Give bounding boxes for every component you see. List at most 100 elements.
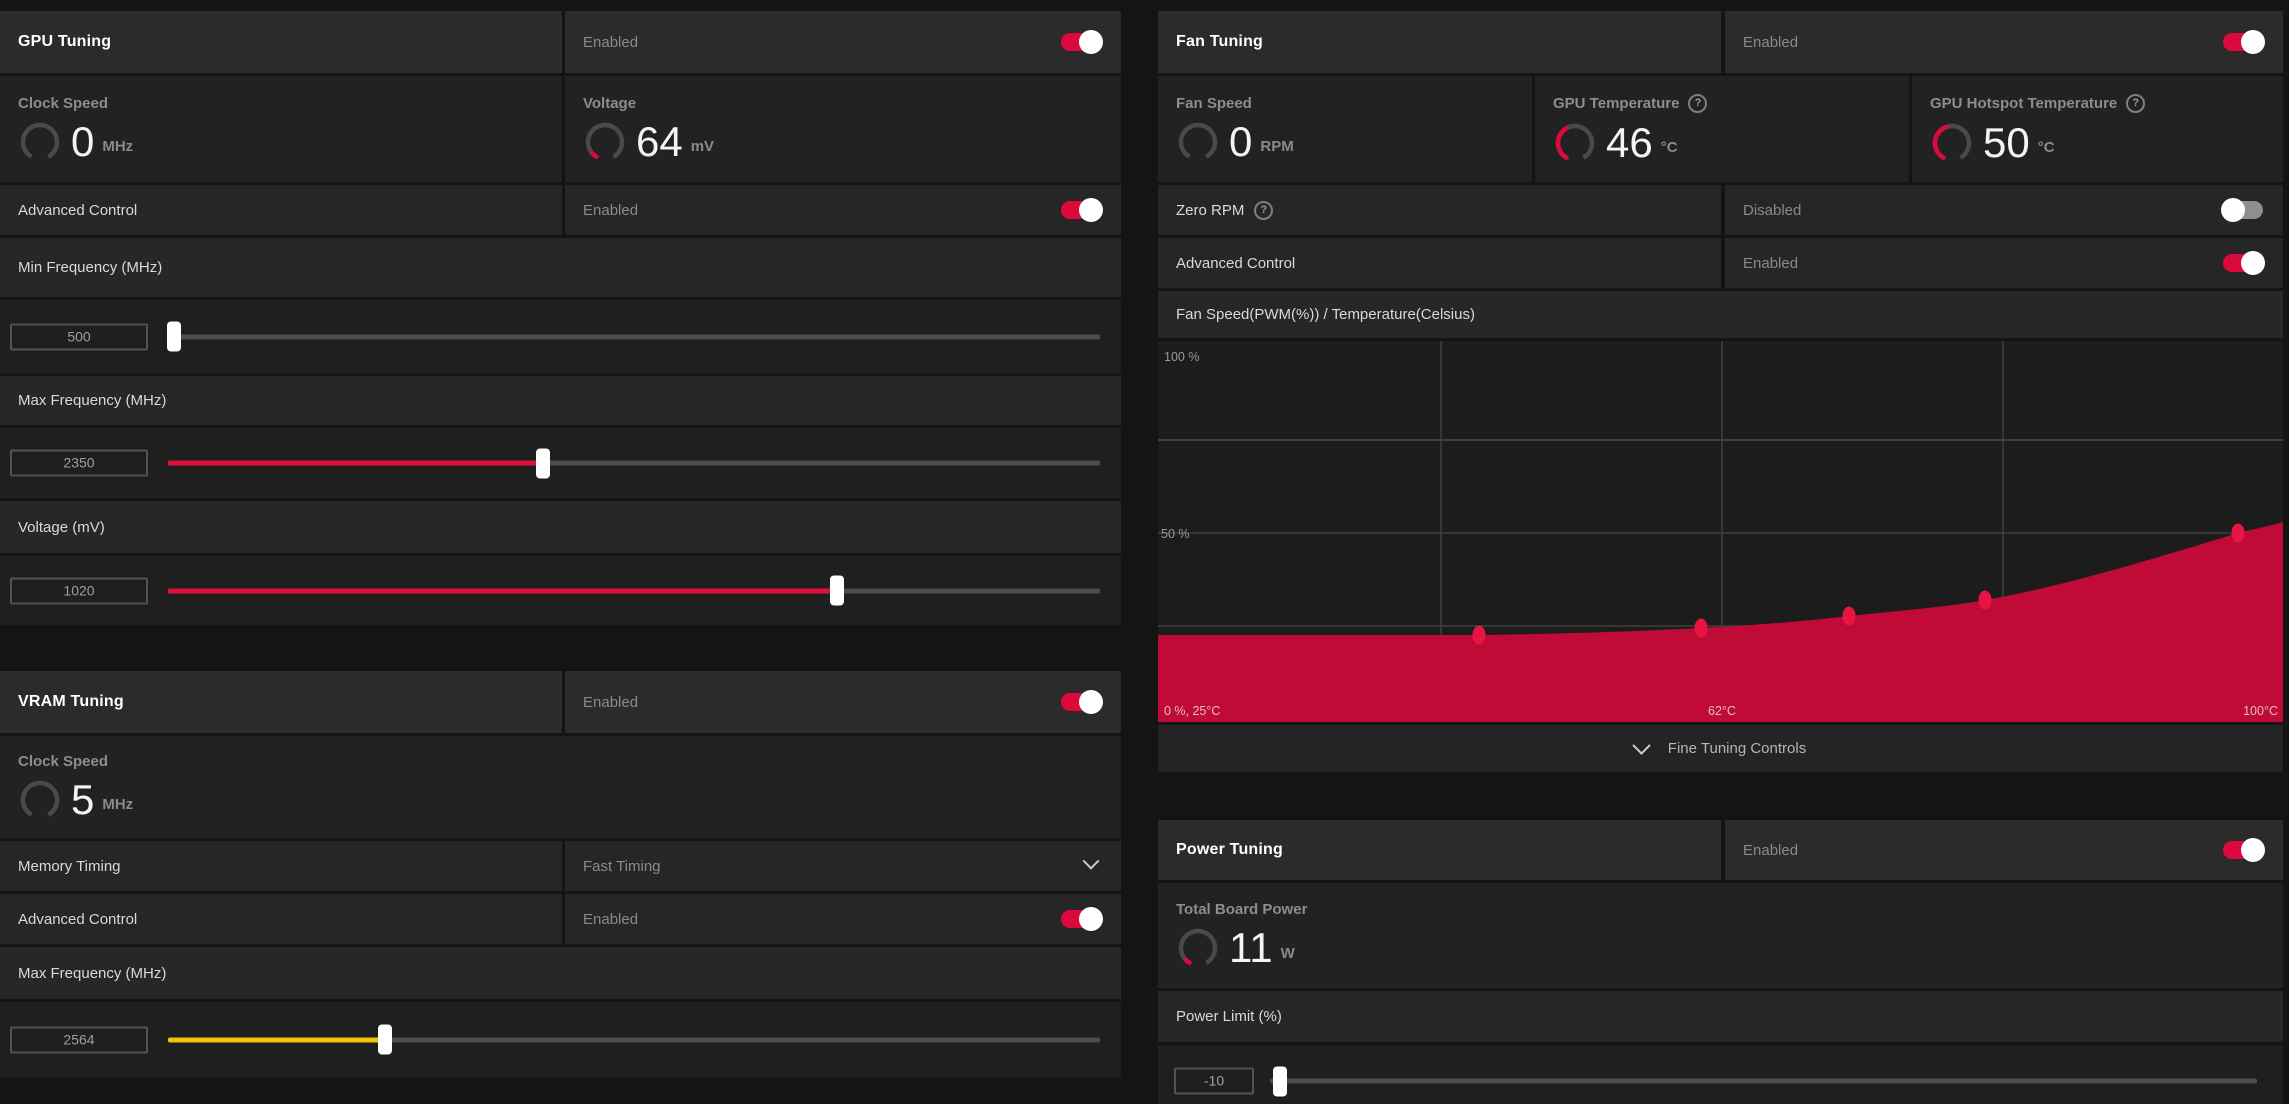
voltage-slider-row: 1020 bbox=[0, 556, 1121, 625]
max-frequency-slider-cell: 2350 bbox=[0, 428, 1121, 498]
hotspot-temperature-unit: °C bbox=[2037, 139, 2055, 156]
fan-advanced-control-label-cell: Advanced Control bbox=[1158, 238, 1721, 288]
gauge-ring-icon bbox=[1555, 123, 1595, 162]
fan-curve-point-handle[interactable] bbox=[1472, 625, 1486, 645]
gpu-clock-label: Clock Speed bbox=[18, 94, 109, 112]
gpu-tuning-status-cell: Enabled bbox=[565, 11, 1121, 73]
memory-timing-dropdown[interactable]: Fast Timing bbox=[565, 841, 1121, 891]
fan-speed-unit: RPM bbox=[1260, 138, 1294, 155]
vram-clock-unit: MHz bbox=[102, 796, 134, 813]
help-icon[interactable]: ? bbox=[1688, 93, 1708, 113]
total-board-power-gauge: 11 W bbox=[1176, 926, 1295, 970]
vram-max-frequency-slider-thumb[interactable] bbox=[378, 1024, 393, 1055]
help-icon[interactable]: ? bbox=[2126, 93, 2146, 113]
gpu-temperature-label: GPU Temperature ? bbox=[1553, 93, 1708, 113]
fan-power-tuning-panel: Fan Tuning Enabled Fan Speed 0 RPM bbox=[1158, 0, 2283, 1104]
voltage-slider[interactable] bbox=[168, 575, 1100, 606]
max-frequency-slider[interactable] bbox=[168, 448, 1100, 478]
gpu-temperature-label-text: GPU Temperature bbox=[1553, 94, 1680, 112]
x-axis-tick-100c: 100°C bbox=[2243, 704, 2278, 718]
vram-tuning-toggle[interactable] bbox=[1061, 690, 1103, 714]
min-frequency-input[interactable]: 500 bbox=[10, 323, 148, 350]
power-limit-input[interactable]: -10 bbox=[1174, 1067, 1254, 1095]
power-tuning-header-row: Power Tuning Enabled bbox=[1158, 820, 2283, 880]
gpu-clock-unit: MHz bbox=[102, 138, 134, 155]
min-frequency-label-row: Min Frequency (MHz) bbox=[0, 238, 1121, 297]
fan-curve-point-handle[interactable] bbox=[1842, 606, 1856, 626]
vram-max-frequency-label-row: Max Frequency (MHz) bbox=[0, 947, 1121, 999]
power-limit-slider-thumb[interactable] bbox=[1272, 1066, 1287, 1096]
x-axis-tick-origin: 0 %, 25°C bbox=[1164, 704, 1220, 718]
vram-tuning-header-row: VRAM Tuning Enabled bbox=[0, 671, 1121, 733]
total-board-power-label: Total Board Power bbox=[1176, 901, 1308, 918]
y-axis-tick-100: 100 % bbox=[1164, 350, 1199, 364]
fan-curve-area bbox=[1158, 522, 2283, 722]
gpu-advanced-control-toggle[interactable] bbox=[1061, 198, 1103, 222]
vram-max-frequency-slider[interactable] bbox=[168, 1024, 1100, 1055]
vram-advanced-control-status-cell: Enabled bbox=[565, 894, 1121, 944]
gpu-tuning-status: Enabled bbox=[583, 33, 639, 51]
fan-curve-point-handle[interactable] bbox=[1978, 590, 1992, 610]
power-limit-slider-cell: -10 bbox=[1158, 1045, 2283, 1104]
zero-rpm-toggle[interactable] bbox=[2221, 198, 2263, 222]
max-frequency-input[interactable]: 2350 bbox=[10, 449, 148, 477]
vram-tuning-status-cell: Enabled bbox=[565, 671, 1121, 733]
fan-curve-chart: 100 % 50 % 0 %, 25°C 62°C 100°C bbox=[1158, 341, 2283, 722]
x-axis-tick-62: 62°C bbox=[1708, 704, 1736, 718]
gpu-voltage-gauge-cell: Voltage 64 mV bbox=[565, 76, 1121, 182]
fan-tuning-toggle[interactable] bbox=[2223, 30, 2265, 54]
voltage-slider-cell: 1020 bbox=[0, 556, 1121, 625]
max-frequency-label-cell: Max Frequency (MHz) bbox=[0, 376, 1121, 425]
vram-clock-gauge-cell: Clock Speed 5 MHz bbox=[0, 736, 1121, 838]
gpu-tuning-toggle[interactable] bbox=[1061, 30, 1103, 54]
vram-max-frequency-input[interactable]: 2564 bbox=[10, 1026, 148, 1053]
hotspot-temperature-value: 50 bbox=[1983, 118, 2030, 166]
vram-tuning-title: VRAM Tuning bbox=[18, 693, 124, 710]
vram-advanced-control-row: Advanced Control Enabled bbox=[0, 894, 1121, 944]
toggle-knob bbox=[1079, 690, 1103, 714]
fan-speed-value: 0 bbox=[1229, 117, 1253, 165]
vram-clock-gauge: 5 MHz bbox=[18, 778, 133, 822]
gpu-clock-value: 0 bbox=[71, 117, 95, 165]
vram-max-frequency-label-cell: Max Frequency (MHz) bbox=[0, 947, 1121, 999]
gpu-clock-gauge: 0 MHz bbox=[18, 120, 133, 164]
min-frequency-slider[interactable] bbox=[166, 321, 1100, 352]
fan-tuning-title-cell: Fan Tuning bbox=[1158, 11, 1721, 73]
power-limit-slider[interactable] bbox=[1270, 1066, 2257, 1096]
power-tuning-status: Enabled bbox=[1743, 841, 1799, 859]
fan-curve-point-handle[interactable] bbox=[2231, 523, 2245, 543]
gauge-ring-icon bbox=[20, 780, 60, 819]
max-frequency-slider-thumb[interactable] bbox=[535, 448, 550, 478]
power-tuning-toggle[interactable] bbox=[2223, 838, 2265, 862]
fine-tuning-controls-button[interactable]: Fine Tuning Controls bbox=[1158, 725, 2283, 772]
min-frequency-label-cell: Min Frequency (MHz) bbox=[0, 238, 1121, 297]
min-frequency-label: Min Frequency (MHz) bbox=[18, 259, 163, 276]
vram-gauge-row: Clock Speed 5 MHz bbox=[0, 736, 1121, 838]
gpu-voltage-label: Voltage bbox=[583, 94, 637, 112]
gpu-temperature-gauge-cell: GPU Temperature ? 46 °C bbox=[1535, 76, 1909, 182]
hotspot-temperature-gauge-cell: GPU Hotspot Temperature ? 50 °C bbox=[1912, 76, 2283, 182]
zero-rpm-status-cell: Disabled bbox=[1725, 185, 2283, 235]
min-frequency-slider-thumb[interactable] bbox=[166, 321, 181, 352]
fan-advanced-control-toggle[interactable] bbox=[2223, 251, 2265, 275]
zero-rpm-row: Zero RPM ? Disabled bbox=[1158, 185, 2283, 235]
vram-advanced-control-toggle[interactable] bbox=[1061, 907, 1103, 931]
vram-max-frequency-label: Max Frequency (MHz) bbox=[18, 964, 167, 982]
vram-advanced-control-status: Enabled bbox=[583, 910, 639, 928]
zero-rpm-label: Zero RPM ? bbox=[1158, 200, 1274, 220]
toggle-knob bbox=[1079, 198, 1103, 222]
fan-curve-chart-row: 100 % 50 % 0 %, 25°C 62°C 100°C bbox=[1158, 341, 2283, 722]
gpu-temperature-unit: °C bbox=[1660, 139, 1678, 156]
voltage-input[interactable]: 1020 bbox=[10, 577, 148, 604]
fan-advanced-control-label: Advanced Control bbox=[1176, 254, 1296, 272]
zero-rpm-status: Disabled bbox=[1743, 201, 1802, 219]
voltage-slider-thumb[interactable] bbox=[830, 575, 845, 606]
gauge-ring-icon bbox=[585, 122, 625, 161]
fine-tuning-controls-row: Fine Tuning Controls bbox=[1158, 725, 2283, 772]
gpu-tuning-title: GPU Tuning bbox=[18, 33, 112, 50]
toggle-knob bbox=[2241, 838, 2265, 862]
gpu-voltage-gauge: 64 mV bbox=[583, 120, 714, 164]
fan-curve-point-handle[interactable] bbox=[1694, 618, 1708, 638]
help-icon[interactable]: ? bbox=[1254, 200, 1274, 220]
total-board-power-gauge-cell: Total Board Power 11 W bbox=[1158, 883, 2283, 988]
